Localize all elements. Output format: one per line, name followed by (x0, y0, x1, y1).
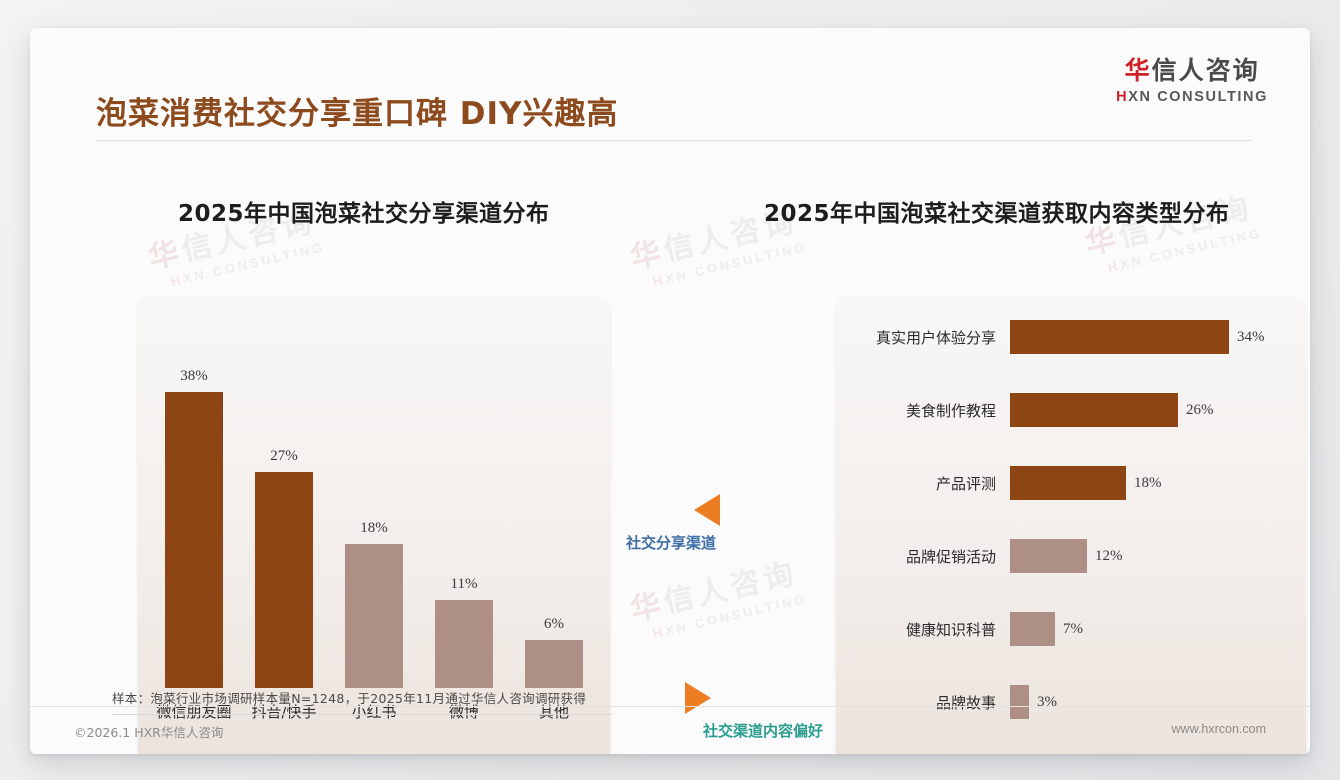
bar (1010, 320, 1229, 354)
logo-cn-accent: 华 (1124, 56, 1152, 85)
bar-value-label: 34% (1237, 328, 1265, 345)
callout-share-channel-label: 社交分享渠道 (626, 534, 717, 552)
bar (345, 544, 403, 688)
logo-en-accent: H (1116, 89, 1129, 105)
bar-value-label: 26% (1186, 401, 1214, 418)
bar-category-label: 抖音/快手 (251, 703, 317, 721)
slide-header: 泡菜消费社交分享重口碑 DIY兴趣高 华信人咨询 HXN CONSULTING (30, 28, 1310, 146)
bar-category-label: 品牌促销活动 (905, 547, 996, 566)
horizontal-bar-chart: 真实用户体验分享 34% 美食制作教程 26% 产品评测 18% 品牌促销活动 12% 健康知识… (850, 311, 1310, 751)
bar-row: 美食制作教程 26% (850, 392, 1310, 428)
bar-value-label: 18% (360, 520, 388, 536)
slide-card: 华信人咨询 HXN CONSULTING 华信人咨询 HXN CONSULTIN… (30, 28, 1310, 754)
bar-value-label: 18% (1134, 474, 1162, 491)
bar-row: 品牌促销活动 12% (850, 538, 1310, 574)
bar (1010, 685, 1029, 719)
charts-region: 2025年中国泡菜社交分享渠道分布 2025年中国泡菜社交渠道获取内容类型分布 … (30, 146, 1310, 754)
bar-row: 健康知识科普 7% (850, 611, 1310, 647)
source-note-divider (112, 714, 612, 715)
bar-value-label: 12% (1095, 547, 1123, 564)
footer-website: www.hxrcon.com (1171, 722, 1266, 736)
bar-group: 11% 微博 (428, 368, 500, 721)
triangle-left-icon (694, 494, 720, 526)
bar-category-label: 健康知识科普 (905, 620, 996, 639)
callout-content-preference-label: 社交渠道内容偏好 (703, 722, 824, 740)
bar-value-label: 3% (1037, 693, 1057, 710)
bar (1010, 612, 1055, 646)
vertical-bar-chart: 38% 微信朋友圈 27% 抖音/快手 18% 小红书 11% 微博 6% 其他 (150, 306, 602, 746)
bar-group: 38% 微信朋友圈 (156, 368, 231, 721)
footer-copyright: ©2026.1 HXR华信人咨询 (74, 725, 224, 740)
source-note-text: 样本：泡菜行业市场调研样本量N=1248，于2025年11月通过华信人咨询调研获… (112, 691, 587, 706)
logo-en-rest: XN CONSULTING (1128, 89, 1268, 105)
bar-category-label: 小红书 (351, 703, 397, 721)
bar-category-label: 产品评测 (935, 474, 996, 493)
bar (255, 472, 313, 688)
bar-value-label: 6% (544, 616, 564, 632)
logo-cn-rest: 信人咨询 (1151, 56, 1260, 85)
bar-group: 6% 其他 (518, 368, 590, 721)
bar-row: 品牌故事 3% (850, 684, 1310, 720)
chart-panel-right (836, 296, 1306, 754)
bar-category-label: 品牌故事 (935, 693, 996, 712)
slide-footer: ©2026.1 HXR华信人咨询 www.hxrcon.com (30, 706, 1310, 754)
bar-row: 产品评测 18% (850, 465, 1310, 501)
triangle-right-icon (685, 682, 711, 714)
bar-value-label: 38% (180, 368, 208, 384)
bar-category-label: 真实用户体验分享 (875, 328, 996, 347)
logo-english: HXN CONSULTING (1116, 90, 1268, 105)
bar-group: 18% 小红书 (338, 368, 410, 721)
page-title: 泡菜消费社交分享重口碑 DIY兴趣高 (96, 96, 619, 132)
bar-category-label: 微博 (448, 703, 480, 721)
brand-logo: 华信人咨询 HXN CONSULTING (1116, 58, 1268, 105)
bar (1010, 393, 1178, 427)
bar (435, 600, 493, 688)
logo-chinese: 华信人咨询 (1116, 58, 1268, 83)
chart-title-left: 2025年中国泡菜社交分享渠道分布 (178, 201, 550, 227)
bar-category-label: 美食制作教程 (905, 401, 996, 420)
title-divider (96, 140, 1251, 141)
bar-value-label: 11% (450, 576, 478, 592)
source-note: 样本：泡菜行业市场调研样本量N=1248，于2025年11月通过华信人咨询调研获… (112, 688, 612, 715)
bar (1010, 466, 1126, 500)
bar-value-label: 7% (1063, 620, 1083, 637)
bar-row: 真实用户体验分享 34% (850, 319, 1310, 355)
bar (165, 392, 223, 688)
bar-value-label: 27% (270, 448, 298, 464)
bar-category-label: 其他 (538, 703, 570, 721)
chart-title-right: 2025年中国泡菜社交渠道获取内容类型分布 (764, 201, 1230, 227)
bar-category-label: 微信朋友圈 (156, 703, 232, 721)
bar (525, 640, 583, 688)
bar (1010, 539, 1087, 573)
bar-group: 27% 抖音/快手 (248, 368, 320, 721)
